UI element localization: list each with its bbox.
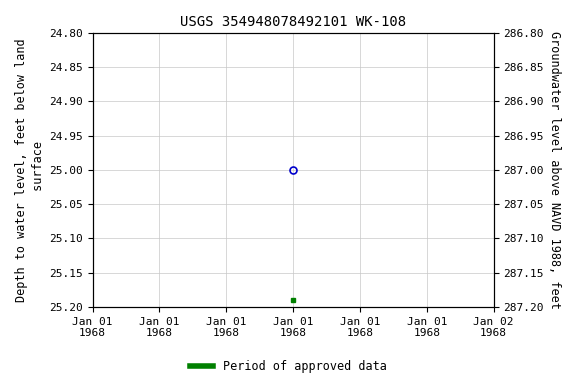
Y-axis label: Groundwater level above NAVD 1988, feet: Groundwater level above NAVD 1988, feet: [548, 31, 561, 309]
Title: USGS 354948078492101 WK-108: USGS 354948078492101 WK-108: [180, 15, 406, 29]
Legend: Period of approved data: Period of approved data: [185, 356, 391, 378]
Y-axis label: Depth to water level, feet below land
 surface: Depth to water level, feet below land su…: [15, 38, 45, 302]
